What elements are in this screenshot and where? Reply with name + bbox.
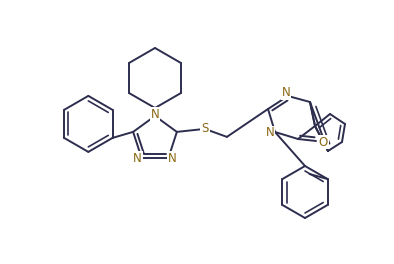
Text: N: N — [282, 87, 290, 100]
Text: N: N — [168, 152, 177, 165]
Text: N: N — [151, 107, 160, 120]
Text: S: S — [201, 122, 208, 135]
Text: O: O — [318, 135, 328, 148]
Text: N: N — [266, 126, 274, 139]
Text: N: N — [133, 152, 142, 165]
